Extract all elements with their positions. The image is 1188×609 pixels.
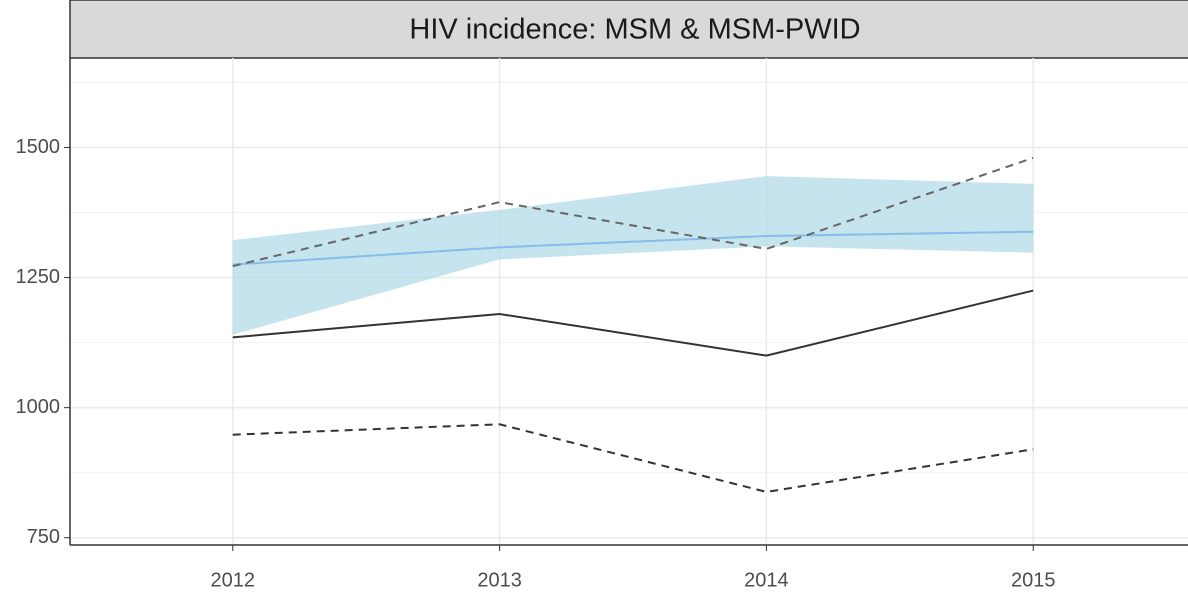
strip — [69, 0, 1188, 59]
line — [232, 156, 1034, 268]
y-tick-label: 750 — [27, 526, 60, 548]
line — [232, 423, 1034, 493]
ribbon — [232, 176, 1034, 335]
y-tick-label: 1000 — [16, 396, 61, 418]
y-tick-label: 1500 — [16, 136, 61, 158]
x-tick-label: 2013 — [477, 569, 522, 591]
x-tick-label: 2014 — [744, 569, 789, 591]
line — [232, 230, 1034, 266]
x-tick-label: 2012 — [211, 569, 256, 591]
x-tick-label: 2015 — [1011, 569, 1056, 591]
line — [232, 289, 1034, 357]
y-tick-label: 1250 — [16, 266, 61, 288]
chart-title: HIV incidence: MSM & MSM-PWID — [409, 14, 860, 46]
